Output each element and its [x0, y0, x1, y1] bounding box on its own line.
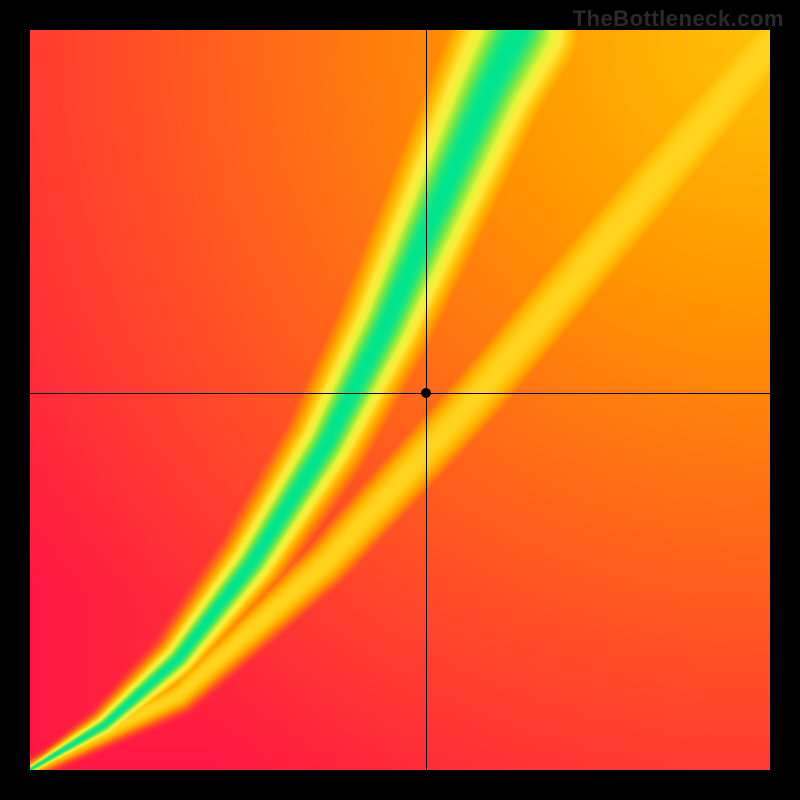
crosshair-vertical — [426, 30, 427, 770]
heatmap-canvas — [30, 30, 770, 770]
chart-frame: TheBottleneck.com — [0, 0, 800, 800]
crosshair-horizontal — [30, 393, 770, 394]
plot-area — [30, 30, 770, 770]
watermark-text: TheBottleneck.com — [573, 6, 784, 32]
crosshair-marker-dot — [421, 388, 431, 398]
